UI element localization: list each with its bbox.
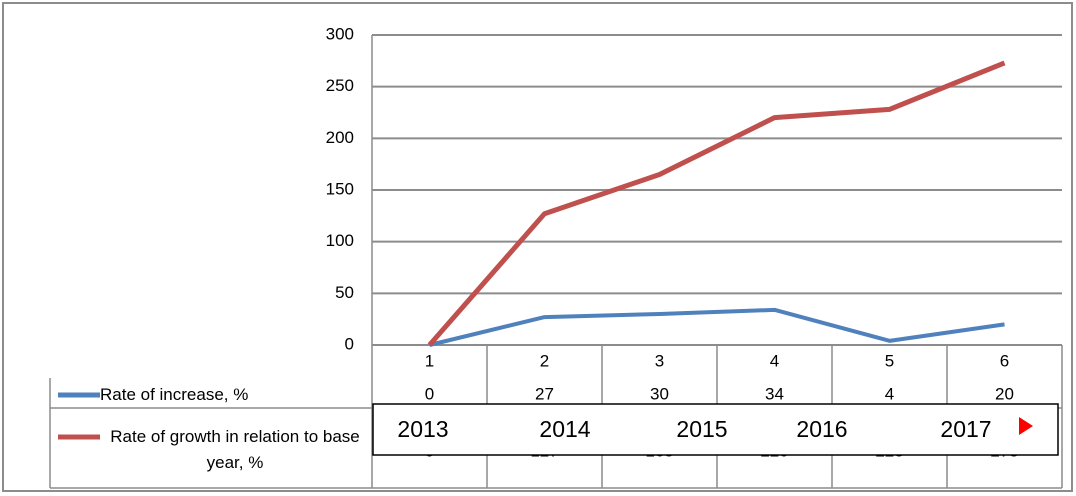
x-tick-label: 4 (770, 351, 779, 370)
table-value: 27 (535, 384, 554, 403)
y-tick-label: 150 (326, 179, 354, 198)
overlay-year: 2017 (940, 416, 991, 442)
y-tick-label: 250 (326, 76, 354, 95)
x-tick-label: 3 (655, 351, 664, 370)
legend-label: Rate of increase, % (100, 385, 249, 404)
table-value: 0 (425, 384, 434, 403)
x-tick-label: 6 (1000, 351, 1009, 370)
y-tick-label: 300 (326, 24, 354, 43)
x-tick-label: 2 (540, 351, 549, 370)
x-tick-label: 5 (885, 351, 894, 370)
overlay-year: 2014 (539, 416, 590, 442)
series-line (427, 60, 1006, 347)
table-value: 34 (765, 384, 784, 403)
y-tick-label: 100 (326, 231, 354, 250)
overlay-year: 2015 (676, 416, 727, 442)
next-arrow (1019, 417, 1033, 435)
x-tick-label: 1 (425, 351, 434, 370)
table-value: 20 (995, 384, 1014, 403)
legend-label: Rate of growth in relation to base year,… (110, 427, 360, 472)
table-value: 4 (885, 384, 894, 403)
overlay-year: 2013 (397, 416, 448, 442)
legend-label-box: Rate of growth in relation to base year,… (110, 427, 360, 472)
y-tick-label: 200 (326, 128, 354, 147)
legend-label-box: Rate of increase, % (100, 385, 249, 404)
y-tick-label: 50 (335, 283, 354, 302)
y-tick-label: 0 (345, 334, 354, 353)
table-value: 30 (650, 384, 669, 403)
series-line (429, 307, 1005, 347)
overlay-box (372, 403, 1059, 456)
overlay-year: 2016 (796, 416, 847, 442)
